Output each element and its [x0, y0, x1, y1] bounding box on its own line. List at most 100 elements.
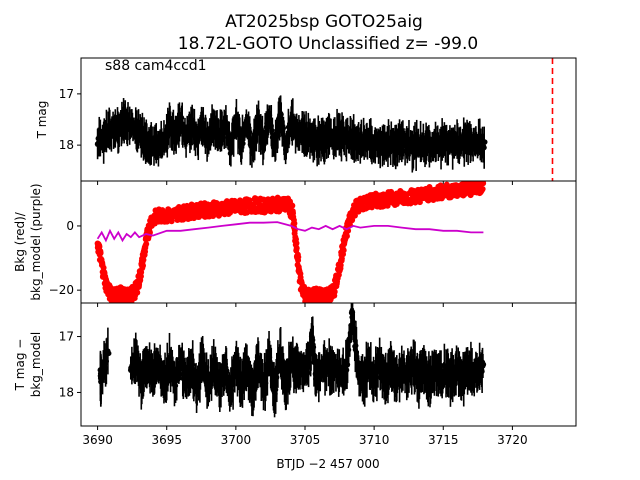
- data-point: [282, 142, 289, 148]
- panel-frame: [80, 302, 577, 427]
- data-point: [465, 140, 471, 146]
- data-point: [321, 137, 328, 143]
- data-point: [398, 141, 405, 147]
- data-point: [338, 132, 344, 138]
- data-point: [426, 141, 433, 147]
- data-point: [183, 381, 189, 387]
- data-point: [415, 142, 422, 148]
- data-point: [293, 129, 300, 136]
- y-axis-label-line1: T mag −: [13, 339, 27, 392]
- data-point: [194, 139, 200, 146]
- x-tick-label: 3690: [82, 433, 113, 447]
- data-point: [340, 247, 347, 254]
- data-point: [291, 220, 298, 227]
- data-point: [476, 139, 483, 146]
- data-point: [327, 134, 333, 141]
- data-point: [133, 129, 140, 136]
- data-point: [299, 367, 306, 373]
- data-point: [188, 119, 195, 125]
- data-point: [260, 142, 267, 148]
- data-point: [360, 378, 366, 385]
- data-point: [309, 336, 315, 343]
- data-point: [94, 141, 101, 147]
- data-point: [97, 367, 104, 373]
- data-point: [365, 139, 372, 146]
- data-point: [216, 381, 223, 387]
- data-point: [288, 358, 294, 365]
- data-point: [150, 142, 156, 148]
- x-axis-label: BTJD −2 457 000: [276, 457, 379, 471]
- y-tick-label: 18: [59, 138, 74, 152]
- panel-tmag: s88 cam4ccd1 17 18 T mag: [35, 57, 577, 185]
- data-point: [177, 116, 184, 123]
- data-point: [293, 245, 300, 252]
- plot-area-tmag: [94, 95, 488, 173]
- data-point: [393, 142, 400, 148]
- data-point: [266, 353, 272, 359]
- data-point: [354, 364, 361, 371]
- data-point: [293, 364, 300, 371]
- data-point: [454, 367, 460, 373]
- data-point: [221, 364, 228, 371]
- data-point: [166, 361, 173, 368]
- chart-title-line1: AT2025bsp GOTO25aig: [225, 12, 423, 32]
- data-point: [127, 367, 134, 373]
- y-axis-label-line1: Bkg (red)/: [13, 211, 27, 272]
- data-point: [387, 364, 394, 371]
- x-tick-label: 3720: [497, 433, 528, 447]
- data-point: [432, 142, 438, 148]
- data-point: [98, 375, 104, 382]
- data-point: [416, 199, 423, 206]
- data-point: [271, 389, 278, 396]
- data-point: [437, 375, 444, 382]
- data-point: [310, 137, 317, 143]
- data-point: [355, 208, 362, 215]
- data-point: [172, 132, 178, 138]
- panel-background: 0 −20 Bkg (red)/bkg_model (purple): [13, 180, 577, 307]
- data-point: [271, 144, 278, 151]
- data-point: [139, 262, 146, 269]
- data-point: [238, 386, 245, 393]
- y-axis-label-line2: bkg_model (purple): [29, 183, 43, 300]
- data-point: [349, 137, 355, 143]
- data-point: [139, 134, 145, 141]
- data-point: [139, 378, 145, 385]
- data-point: [421, 143, 427, 149]
- data-point: [338, 370, 344, 376]
- data-point: [100, 134, 106, 141]
- data-point: [426, 378, 433, 385]
- data-point: [304, 134, 311, 141]
- data-point: [343, 233, 350, 240]
- data-point: [432, 364, 438, 371]
- data-point: [313, 372, 319, 379]
- data-point: [371, 139, 377, 146]
- data-point: [480, 361, 487, 368]
- data-point: [288, 116, 294, 123]
- data-point: [470, 139, 477, 146]
- data-point: [465, 364, 471, 371]
- data-point: [111, 126, 117, 133]
- data-point: [354, 136, 361, 142]
- data-point: [205, 386, 212, 393]
- plot-area-bkg: [94, 181, 487, 303]
- panel-frame: [80, 180, 577, 304]
- data-point: [227, 144, 234, 151]
- data-point: [282, 384, 289, 390]
- data-point: [316, 138, 322, 144]
- data-point: [382, 378, 388, 385]
- data-point: [332, 133, 339, 139]
- y-tick-label: 17: [59, 87, 74, 101]
- data-point: [289, 202, 296, 209]
- data-point: [97, 250, 104, 257]
- data-point: [376, 361, 383, 368]
- data-point: [360, 138, 366, 144]
- data-point: [150, 372, 156, 379]
- y-tick-label: 18: [59, 385, 74, 399]
- plot-area-tmag_minus_bkg: [97, 303, 487, 418]
- data-point: [205, 142, 212, 148]
- data-point: [233, 116, 239, 123]
- x-tick-label: 3710: [359, 433, 390, 447]
- data-point: [388, 188, 395, 195]
- data-point: [166, 121, 173, 128]
- data-point: [105, 350, 112, 357]
